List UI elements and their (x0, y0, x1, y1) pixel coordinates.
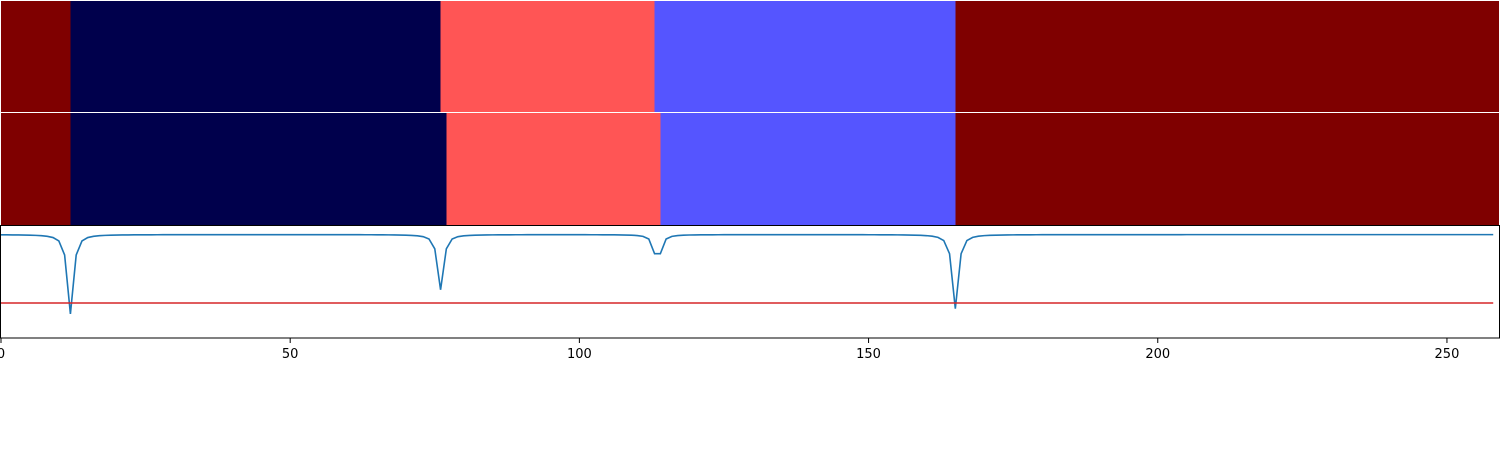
signal-panel: 0 50 100 150 200 250 (0, 226, 1500, 363)
top-ruler-segment-4 (955, 1, 1499, 112)
middle-ruler-panel (0, 113, 1500, 226)
signal-series-line (1, 235, 1493, 314)
middle-ruler-segment-0 (1, 113, 70, 225)
top-ruler-segment-3 (655, 1, 956, 112)
top-ruler-panel (1, 1, 1499, 112)
x-tick-label: 100 (567, 347, 592, 362)
x-axis-ticks: 0 50 100 150 200 250 (0, 338, 1459, 362)
top-ruler-segment-2 (441, 1, 655, 112)
middle-ruler-segment-2 (446, 113, 660, 225)
middle-ruler-segment-3 (660, 113, 955, 225)
top-ruler-segment-0 (1, 1, 70, 112)
x-tick-label: 200 (1145, 347, 1170, 362)
signal-axes-frame (1, 226, 1500, 339)
middle-ruler-segment-1 (70, 113, 446, 225)
middle-ruler-segment-4 (955, 113, 1499, 225)
x-tick-label: 50 (282, 347, 299, 362)
x-tick-label: 150 (856, 347, 881, 362)
x-tick-label: 0 (0, 347, 5, 362)
top-ruler-segment-1 (70, 1, 440, 112)
x-tick-label: 250 (1435, 347, 1460, 362)
